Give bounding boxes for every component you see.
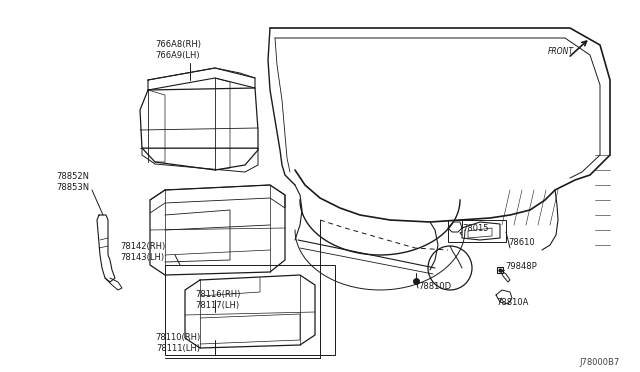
Bar [165, 265, 335, 355]
Text: 78610: 78610 [508, 238, 534, 247]
Text: 766A8(RH)
766A9(LH): 766A8(RH) 766A9(LH) [155, 40, 201, 60]
Text: J78000B7: J78000B7 [580, 358, 620, 367]
Text: 78116(RH)
78117(LH): 78116(RH) 78117(LH) [195, 290, 241, 310]
Text: 78852N
78853N: 78852N 78853N [56, 172, 89, 192]
Text: 78810A: 78810A [496, 298, 529, 307]
Text: 79848P: 79848P [505, 262, 537, 271]
Text: 78110(RH)
78111(LH): 78110(RH) 78111(LH) [156, 333, 200, 353]
Text: FRONT: FRONT [548, 48, 574, 57]
Text: 78015: 78015 [462, 224, 488, 233]
Bar [448, 220, 506, 242]
Text: 78810D: 78810D [418, 282, 451, 291]
Text: 78142(RH)
78143(LH): 78142(RH) 78143(LH) [120, 242, 165, 262]
